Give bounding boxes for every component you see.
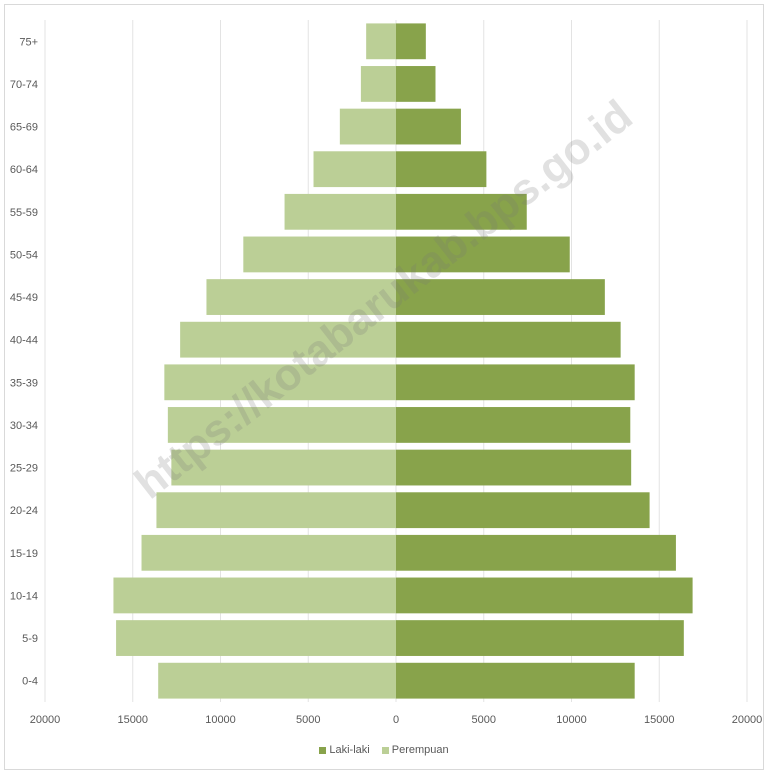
category-label: 35-39 bbox=[10, 377, 38, 389]
bar-perempuan-0-4 bbox=[158, 662, 396, 699]
legend-swatch-laki-laki bbox=[319, 746, 327, 754]
x-tick-label: 20000 bbox=[732, 714, 763, 726]
bar-perempuan-15-19 bbox=[141, 534, 396, 571]
category-label: 75+ bbox=[19, 36, 38, 48]
bar-laki-laki-30-34 bbox=[396, 407, 631, 443]
bar-laki-laki-55-59 bbox=[396, 193, 527, 230]
bars bbox=[113, 23, 693, 699]
bar-laki-laki-75+ bbox=[396, 23, 426, 60]
bar-perempuan-40-44 bbox=[180, 321, 396, 358]
x-tick-labels: 20000 15000 10000 5000 0 5000 10000 15000 20000 bbox=[30, 714, 763, 726]
bar-laki-laki-0-4 bbox=[396, 662, 635, 699]
bar-perempuan-60-64 bbox=[313, 151, 396, 188]
legend-item-perempuan: Perempuan bbox=[381, 744, 449, 756]
legend-label-laki-laki: Laki-laki bbox=[329, 744, 370, 756]
x-tick-label: 5000 bbox=[296, 714, 320, 726]
category-label: 55-59 bbox=[10, 207, 38, 219]
bar-perempuan-35-39 bbox=[164, 364, 396, 401]
bar-perempuan-55-59 bbox=[284, 193, 396, 230]
x-tick-label: 10000 bbox=[205, 714, 236, 726]
category-label: 0-4 bbox=[22, 676, 38, 688]
bar-laki-laki-10-14 bbox=[396, 577, 693, 614]
bar-laki-laki-15-19 bbox=[396, 534, 676, 571]
bar-laki-laki-25-29 bbox=[396, 449, 632, 486]
x-tick-label: 20000 bbox=[30, 714, 61, 726]
bar-perempuan-70-74 bbox=[360, 66, 396, 102]
bar-laki-laki-50-54 bbox=[396, 236, 570, 273]
x-tick-label: 10000 bbox=[556, 714, 587, 726]
category-label: 20-24 bbox=[10, 505, 38, 517]
category-label: 10-14 bbox=[10, 590, 38, 602]
category-label: 45-49 bbox=[10, 292, 38, 304]
x-tick-label: 15000 bbox=[117, 714, 148, 726]
bar-laki-laki-35-39 bbox=[396, 364, 635, 401]
category-label: 5-9 bbox=[22, 633, 38, 645]
category-label: 40-44 bbox=[10, 335, 38, 347]
bar-laki-laki-5-9 bbox=[396, 620, 684, 656]
bar-perempuan-20-24 bbox=[156, 492, 396, 529]
category-label: 70-74 bbox=[10, 79, 38, 91]
category-labels: 0-4 5-9 10-14 15-19 20-24 25-29 30-34 35-39 40-4… bbox=[10, 36, 38, 687]
bar-perempuan-75+ bbox=[366, 23, 396, 60]
category-label: 25-29 bbox=[10, 463, 38, 475]
bar-perempuan-25-29 bbox=[171, 449, 396, 486]
bar-laki-laki-65-69 bbox=[396, 108, 461, 145]
bar-laki-laki-70-74 bbox=[396, 66, 436, 102]
bar-perempuan-45-49 bbox=[206, 279, 396, 315]
bar-perempuan-5-9 bbox=[116, 620, 396, 656]
bar-laki-laki-60-64 bbox=[396, 151, 487, 188]
legend-item-laki-laki: Laki-laki bbox=[319, 744, 370, 756]
bar-perempuan-65-69 bbox=[339, 108, 396, 145]
category-label: 50-54 bbox=[10, 249, 38, 261]
bar-perempuan-10-14 bbox=[113, 577, 396, 614]
legend: Laki-laki Perempuan bbox=[0, 744, 768, 756]
x-tick-label: 5000 bbox=[472, 714, 496, 726]
category-label: 65-69 bbox=[10, 122, 38, 134]
bar-laki-laki-45-49 bbox=[396, 279, 605, 315]
x-tick-label: 0 bbox=[393, 714, 399, 726]
bar-laki-laki-20-24 bbox=[396, 492, 650, 529]
legend-label-perempuan: Perempuan bbox=[391, 744, 449, 756]
bar-perempuan-50-54 bbox=[243, 236, 396, 273]
category-label: 60-64 bbox=[10, 164, 38, 176]
x-tick-label: 15000 bbox=[644, 714, 675, 726]
legend-swatch-perempuan bbox=[381, 746, 389, 754]
bar-perempuan-30-34 bbox=[167, 407, 396, 443]
category-label: 30-34 bbox=[10, 420, 38, 432]
category-label: 15-19 bbox=[10, 548, 38, 560]
bar-laki-laki-40-44 bbox=[396, 321, 621, 358]
